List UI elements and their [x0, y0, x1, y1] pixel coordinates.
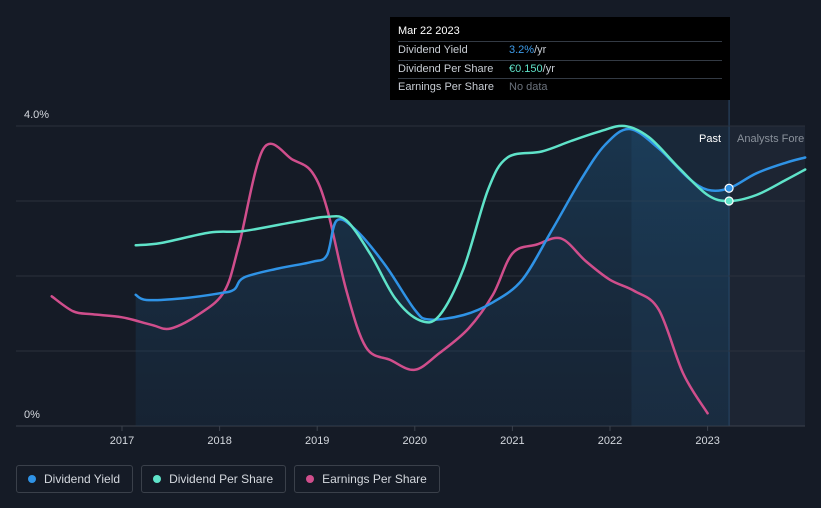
tooltip-unit: /yr	[542, 62, 555, 75]
tooltip-row-dividend-yield: Dividend Yield 3.2% /yr	[398, 41, 722, 60]
dividend-yield-area	[135, 128, 730, 426]
legend-dot-icon	[306, 475, 315, 483]
legend-item-dividend-per-share[interactable]: Dividend Per Share	[141, 465, 287, 493]
x-tick-label: 2021	[500, 435, 524, 447]
dividend-per-share-line	[134, 124, 807, 324]
tooltip-label: Dividend Per Share	[398, 62, 494, 75]
legend-dot-icon	[153, 475, 162, 483]
earnings-per-share-line	[50, 142, 709, 415]
y-tick-label: 4.0%	[24, 109, 49, 121]
dividend-per-share-marker	[724, 196, 734, 206]
x-tick-label: 2017	[110, 435, 134, 447]
tooltip-label: Earnings Per Share	[398, 81, 494, 93]
x-tick-label: 2019	[305, 435, 329, 447]
y-tick-label: 0%	[24, 409, 40, 421]
tooltip-value: €0.150	[509, 62, 543, 75]
legend-label: Earnings Per Share	[322, 472, 427, 486]
legend-label: Dividend Per Share	[169, 472, 274, 486]
legend-label: Dividend Yield	[44, 472, 121, 486]
tooltip-unit: /yr	[534, 44, 547, 56]
legend-item-dividend-yield[interactable]: Dividend Yield	[16, 465, 134, 493]
tooltip-label: Dividend Yield	[398, 44, 468, 56]
tooltip-date: Mar 22 2023	[398, 25, 460, 37]
legend-dot-icon	[28, 475, 36, 483]
legend: Dividend Yield Dividend Per Share Earnin…	[16, 465, 440, 493]
tooltip-value: No data	[509, 81, 548, 93]
x-tick-label: 2023	[695, 435, 719, 447]
x-tick-label: 2022	[598, 435, 622, 447]
tooltip-row-dividend-per-share: Dividend Per Share €0.150 /yr	[398, 59, 722, 79]
past-region-label: Past	[699, 133, 721, 145]
tooltip: Mar 22 2023 Dividend Yield 3.2% /yr Divi…	[390, 17, 730, 100]
tooltip-row-earnings-per-share: Earnings Per Share No data	[398, 78, 722, 97]
tooltip-value: 3.2%	[509, 44, 535, 56]
forecast-region-label: Analysts Fore	[737, 133, 804, 145]
x-tick-label: 2020	[403, 435, 427, 447]
x-tick-label: 2018	[207, 435, 231, 447]
dividend-yield-marker	[724, 183, 734, 193]
legend-item-earnings-per-share[interactable]: Earnings Per Share	[294, 465, 440, 493]
